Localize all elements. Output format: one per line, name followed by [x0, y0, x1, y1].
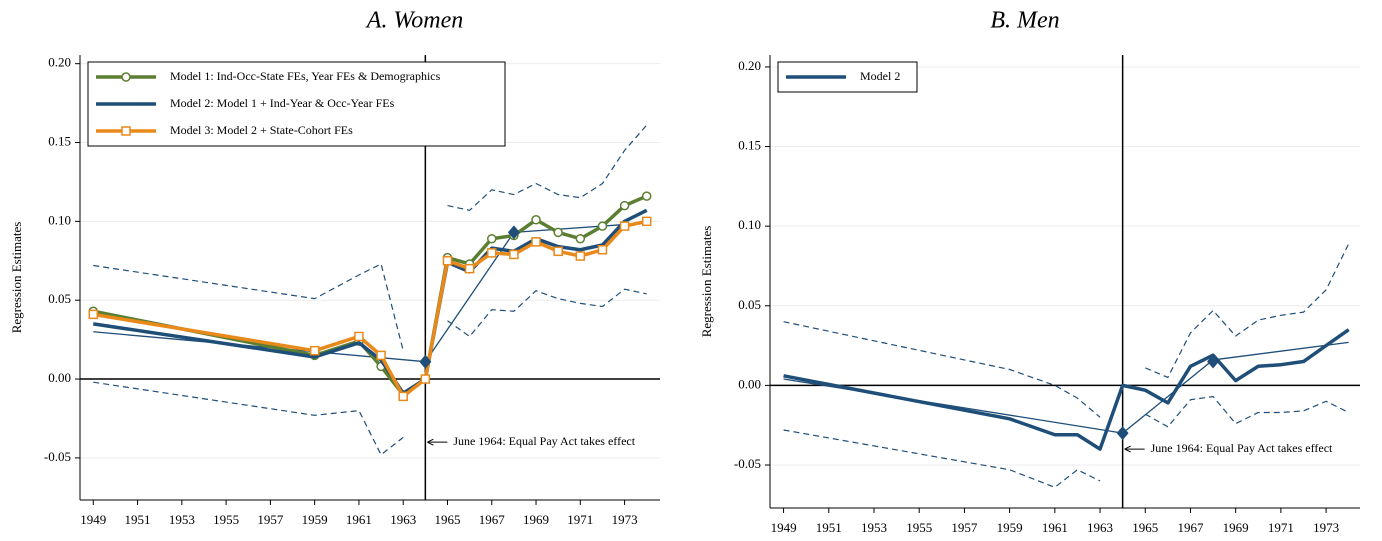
point [507, 225, 520, 240]
x-tick-label: 1955 [906, 520, 932, 535]
x-tick-label: 1973 [1313, 520, 1339, 535]
x-tick-label: 1963 [1087, 520, 1113, 535]
series-line [783, 395, 1349, 488]
point [398, 391, 408, 402]
point [619, 200, 630, 211]
y-tick-label: -0.05 [734, 456, 761, 471]
point [419, 354, 432, 369]
x-tick-label: 1961 [1042, 520, 1068, 535]
y-tick-label: 0.00 [738, 376, 761, 391]
plot-area: June 1964: Equal Pay Act takes effect [783, 243, 1350, 488]
y-axis-label: Regression Estimates [9, 222, 24, 334]
y-tick-label: 0.10 [738, 217, 761, 232]
point [597, 244, 608, 255]
x-tick-label: 1951 [125, 512, 151, 527]
legend-label: Model 1: Ind-Occ-State FEs, Year FEs & D… [170, 69, 441, 83]
point [420, 374, 431, 384]
series-line [783, 243, 1350, 418]
x-tick-label: 1949 [80, 512, 106, 527]
legend-box [87, 61, 506, 147]
point [509, 249, 519, 260]
point [1116, 426, 1129, 441]
legend-marker [121, 72, 131, 82]
y-tick-label: 0.05 [48, 291, 71, 306]
point [309, 345, 320, 356]
x-tick-label: 1973 [612, 512, 638, 527]
x-tick-label: 1971 [567, 512, 593, 527]
x-tick-label: 1953 [861, 520, 887, 535]
x-tick-label: 1955 [213, 512, 239, 527]
x-tick-label: 1957 [951, 520, 978, 535]
point [88, 309, 99, 320]
x-tick-label: 1953 [169, 512, 195, 527]
x-tick-label: 1963 [390, 512, 416, 527]
legend-label: Model 2: Model 1 + Ind-Year & Occ-Year F… [170, 96, 395, 110]
series-line [92, 194, 648, 397]
x-tick-label: 1959 [997, 520, 1023, 535]
series-line [93, 222, 647, 363]
point [531, 237, 541, 247]
series-line [783, 341, 1349, 434]
y-tick-label: 0.20 [48, 55, 71, 70]
point [354, 331, 364, 342]
point [575, 251, 586, 261]
point [442, 256, 453, 266]
x-tick-label: 1951 [816, 520, 842, 535]
x-tick-label: 1969 [523, 512, 549, 527]
legend-marker [121, 126, 131, 136]
chart-panel: A. Women Regression Estimates -0.05 0.00 0.0… [9, 8, 660, 527]
point [641, 216, 652, 227]
y-tick-label: 0.15 [738, 138, 761, 153]
x-tick-label: 1957 [257, 512, 284, 527]
x-tick-label: 1965 [434, 512, 460, 527]
point [619, 221, 630, 231]
y-tick-label: 0.10 [48, 212, 71, 227]
annotation-arrowhead [427, 438, 434, 446]
y-tick-label: 0.15 [48, 134, 71, 149]
y-axis-label: Regression Estimates [699, 226, 714, 338]
chart-title: B. Men [990, 8, 1059, 34]
point [487, 233, 497, 244]
x-tick-label: 1949 [771, 520, 797, 535]
point [641, 191, 652, 201]
x-tick-label: 1969 [1223, 520, 1249, 535]
annotation: June 1964: Equal Pay Act takes effect [1151, 441, 1333, 455]
point [575, 233, 586, 244]
point [376, 350, 386, 361]
point [553, 227, 563, 238]
chart-panel: B. Men Regression Estimates -0.05 0.00 0.05 0… [699, 8, 1360, 535]
legend-label: Model 2 [860, 69, 900, 83]
point [597, 221, 608, 231]
point [464, 263, 475, 274]
x-tick-label: 1971 [1268, 520, 1294, 535]
legend-label: Model 3: Model 2 + State-Cohort FEs [170, 123, 353, 137]
y-tick-label: 0.05 [738, 297, 761, 312]
x-tick-label: 1961 [346, 512, 372, 527]
y-tick-label: 0.20 [738, 58, 761, 73]
x-tick-label: 1967 [479, 512, 506, 527]
annotation-arrowhead [1124, 445, 1131, 453]
chart-title: A. Women [365, 8, 463, 34]
y-tick-label: -0.05 [44, 449, 71, 464]
series-line [92, 219, 648, 399]
point [1207, 354, 1220, 369]
point [531, 215, 541, 225]
point [487, 248, 497, 258]
series-line [783, 328, 1350, 451]
series-line [93, 124, 648, 351]
x-tick-label: 1959 [302, 512, 328, 527]
x-tick-label: 1965 [1132, 520, 1158, 535]
plot-area: June 1964: Equal Pay Act takes effect [88, 124, 652, 456]
series-line [93, 208, 648, 395]
point [553, 246, 563, 257]
series-line [93, 288, 647, 456]
x-tick-label: 1967 [1177, 520, 1204, 535]
annotation: June 1964: Equal Pay Act takes effect [453, 434, 635, 448]
y-tick-label: 0.00 [48, 370, 71, 385]
